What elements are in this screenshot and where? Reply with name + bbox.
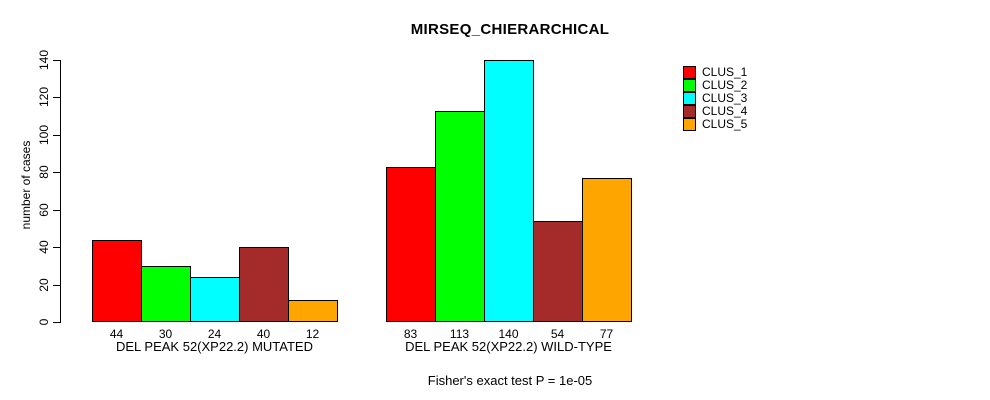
bar-value-label: 83	[403, 327, 418, 341]
y-tick-mark	[53, 210, 61, 211]
y-tick-label: 0	[37, 318, 51, 326]
bar-value-label: 113	[449, 327, 470, 341]
bar-value-label: 54	[550, 327, 565, 341]
y-tick-label: 100	[37, 124, 51, 146]
legend-label: CLUS_5	[702, 117, 748, 131]
y-tick-mark	[53, 60, 61, 61]
legend: CLUS_1 CLUS_2 CLUS_3 CLUS_4 CLUS_5	[683, 66, 747, 131]
bar-clus_1-group1	[92, 240, 142, 322]
y-tick-mark	[53, 97, 61, 98]
y-tick-mark	[53, 322, 61, 323]
y-tick-label: 20	[37, 278, 51, 292]
bar-value-label: 24	[207, 327, 222, 341]
bar-value-label: 77	[599, 327, 614, 341]
footer-caption: Fisher's exact test P = 1e-05	[427, 373, 593, 388]
bar-value-label: 12	[305, 327, 320, 341]
bar-clus_3-group2	[484, 60, 534, 322]
chart-title: MIRSEQ_CHIERARCHICAL	[410, 21, 610, 38]
y-tick-mark	[53, 247, 61, 248]
y-tick-mark	[53, 285, 61, 286]
legend-label: CLUS_4	[702, 104, 748, 118]
legend-row-clus_4: CLUS_4	[683, 105, 747, 118]
bar-clus_5-group2	[582, 178, 632, 322]
y-tick-label: 120	[37, 86, 51, 108]
y-tick-label: 140	[37, 49, 51, 71]
bar-value-label: 140	[498, 327, 519, 341]
bar-clus_1-group2	[386, 167, 436, 322]
legend-label: CLUS_2	[702, 78, 748, 92]
legend-swatch-clus_3	[683, 92, 696, 105]
group-axis-label: DEL PEAK 52(XP22.2) MUTATED	[116, 339, 313, 354]
legend-swatch-clus_1	[683, 66, 696, 79]
bar-clus_3-group1	[190, 277, 240, 322]
legend-swatch-clus_5	[683, 118, 696, 131]
bar-clus_2-group1	[141, 266, 191, 322]
legend-label: CLUS_1	[702, 65, 748, 79]
y-tick-label: 40	[37, 240, 51, 254]
bar-value-label: 44	[109, 327, 124, 341]
legend-row-clus_3: CLUS_3	[683, 92, 747, 105]
legend-swatch-clus_2	[683, 79, 696, 92]
y-tick-label: 80	[37, 165, 51, 179]
bar-value-label: 40	[256, 327, 271, 341]
legend-row-clus_2: CLUS_2	[683, 79, 747, 92]
y-tick-mark	[53, 135, 61, 136]
legend-row-clus_5: CLUS_5	[683, 118, 747, 131]
legend-swatch-clus_4	[683, 105, 696, 118]
bar-clus_4-group2	[533, 221, 583, 322]
bar-clus_5-group1	[288, 300, 338, 322]
group-axis-label: DEL PEAK 52(XP22.2) WILD-TYPE	[405, 339, 612, 354]
y-axis-label: number of cases	[19, 140, 33, 230]
y-axis-line	[60, 60, 61, 323]
legend-label: CLUS_3	[702, 91, 748, 105]
bar-clus_4-group1	[239, 247, 289, 322]
y-tick-label: 60	[37, 203, 51, 217]
bar-value-label: 30	[158, 327, 173, 341]
bar-clus_2-group2	[435, 111, 485, 322]
legend-row-clus_1: CLUS_1	[683, 66, 747, 79]
y-tick-mark	[53, 172, 61, 173]
